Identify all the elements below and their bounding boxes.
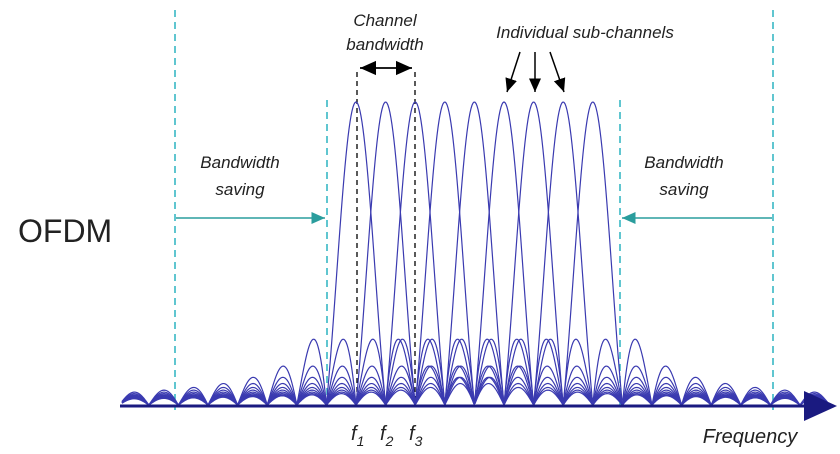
subcarrier-curves <box>121 101 829 408</box>
ofdm-label: OFDM <box>18 213 112 249</box>
saving-label: Bandwidth <box>644 153 723 172</box>
subcarrier <box>121 101 829 407</box>
saving-label: saving <box>215 180 265 199</box>
subchannels-label: Individual sub-channels <box>496 23 674 42</box>
frequency-symbol: f <box>409 423 417 445</box>
frequency-label: f1 <box>351 423 364 449</box>
pointer-arrow <box>549 51 566 93</box>
pointer-arrow <box>505 51 521 93</box>
frequency-label: f2 <box>380 423 394 449</box>
frequency-index: 2 <box>385 433 394 449</box>
saving-label: Bandwidth <box>200 153 279 172</box>
subcarrier <box>121 101 829 408</box>
subcarrier <box>121 101 829 407</box>
subcarrier <box>121 101 829 408</box>
subcarrier <box>121 101 829 408</box>
channel-lines <box>356 72 416 405</box>
channel-bandwidth-label: bandwidth <box>346 35 424 54</box>
subcarrier <box>121 101 829 407</box>
subcarrier <box>121 101 829 407</box>
frequency-labels: f1 f2 f3 <box>351 423 423 449</box>
frequency-index: 1 <box>357 433 365 449</box>
subcarrier <box>121 101 829 407</box>
frequency-symbol: f <box>351 423 359 445</box>
frequency-symbol: f <box>380 423 388 445</box>
axis-label: Frequency <box>703 426 798 448</box>
guides <box>174 10 774 410</box>
frequency-index: 3 <box>415 433 423 449</box>
subcarrier <box>121 101 829 408</box>
subchannel-arrows <box>505 51 566 93</box>
saving-label: saving <box>659 180 709 199</box>
channel-bandwidth-label: Channel <box>353 11 418 30</box>
frequency-label: f3 <box>409 423 423 449</box>
